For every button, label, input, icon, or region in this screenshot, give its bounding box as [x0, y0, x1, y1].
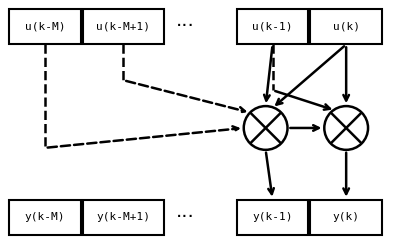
- Text: u(k): u(k): [332, 21, 359, 31]
- Bar: [310, 200, 381, 235]
- Bar: [83, 200, 164, 235]
- Bar: [236, 9, 308, 44]
- Text: u(k-M+1): u(k-M+1): [96, 21, 150, 31]
- Bar: [9, 200, 81, 235]
- Text: u(k-1): u(k-1): [252, 21, 292, 31]
- Bar: [9, 9, 81, 44]
- Text: u(k-M): u(k-M): [24, 21, 65, 31]
- Text: y(k-M+1): y(k-M+1): [96, 213, 150, 223]
- Text: y(k): y(k): [332, 213, 359, 223]
- Bar: [236, 200, 308, 235]
- Text: ···: ···: [175, 208, 194, 227]
- Text: y(k-M): y(k-M): [24, 213, 65, 223]
- Bar: [83, 9, 164, 44]
- Text: ···: ···: [175, 17, 194, 36]
- Text: y(k-1): y(k-1): [252, 213, 292, 223]
- Bar: [310, 9, 381, 44]
